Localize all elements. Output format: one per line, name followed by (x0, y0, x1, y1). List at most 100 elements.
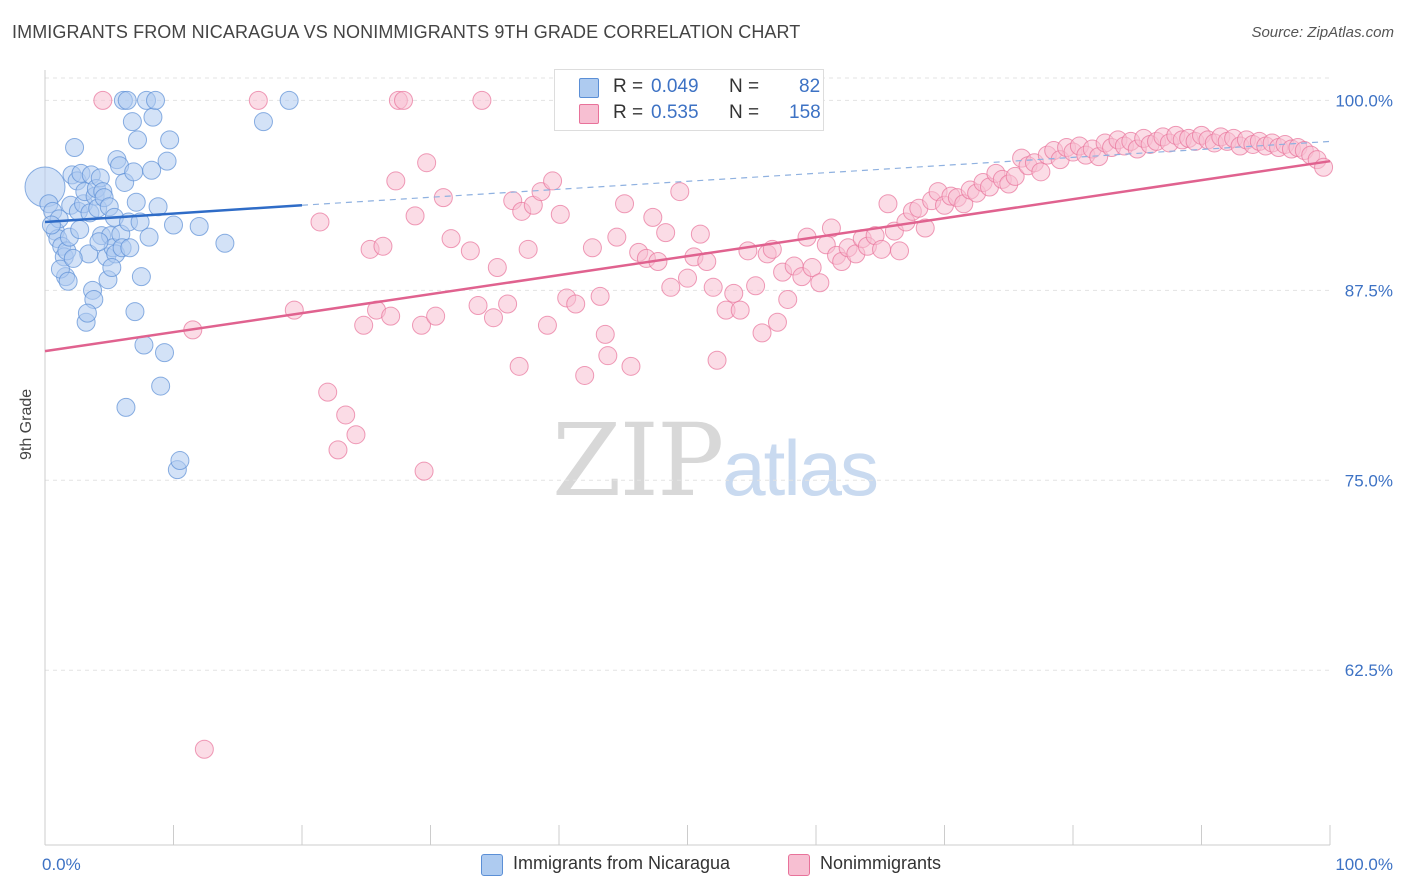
watermark: ZIPatlas (552, 402, 879, 519)
point-nonimmigrants (441, 229, 461, 249)
point-nonimmigrants (566, 294, 586, 314)
point-nonimmigrants (767, 312, 787, 332)
point-immigrants (151, 376, 171, 396)
point-nonimmigrants (724, 283, 744, 303)
point-nonimmigrants (670, 182, 690, 202)
point-nonimmigrants (810, 273, 830, 293)
point-nonimmigrants (678, 268, 697, 288)
point-nonimmigrants (643, 207, 663, 227)
point-nonimmigrants (328, 440, 348, 460)
point-nonimmigrants (543, 171, 563, 191)
bottom-legend-swatch-blue (481, 854, 503, 876)
point-nonimmigrants (707, 350, 727, 370)
point-nonimmigrants (703, 277, 723, 297)
point-nonimmigrants (417, 153, 437, 173)
point-immigrants (189, 217, 209, 237)
point-nonimmigrants (460, 241, 480, 261)
point-nonimmigrants (318, 382, 338, 402)
point-nonimmigrants (412, 315, 432, 335)
point-nonimmigrants (336, 405, 356, 425)
legend-swatch-pink (579, 104, 599, 124)
point-nonimmigrants (915, 218, 935, 238)
point-immigrants (122, 112, 142, 132)
point-nonimmigrants (433, 188, 453, 208)
point-nonimmigrants (752, 323, 772, 343)
point-immigrants (70, 220, 90, 240)
point-immigrants (41, 215, 61, 235)
point-nonimmigrants (690, 224, 710, 244)
bottom-legend-label: Immigrants from Nicaragua (513, 853, 731, 873)
correlation-legend: R = 0.049 N = 82 R = 0.535 N = 158 (554, 69, 824, 131)
point-immigrants (143, 107, 163, 127)
point-nonimmigrants (472, 90, 492, 110)
point-immigrants (146, 90, 166, 110)
point-nonimmigrants (821, 218, 841, 238)
legend-n-label: N = (729, 76, 760, 97)
legend-r-value: 0.049 (651, 76, 699, 97)
point-immigrants (160, 130, 180, 150)
point-nonimmigrants (778, 289, 798, 309)
point-nonimmigrants (746, 276, 766, 296)
bottom-legend-swatch-pink (788, 854, 810, 876)
point-nonimmigrants (405, 206, 425, 226)
point-nonimmigrants (248, 90, 268, 110)
y-tick-label: 62.5% (1345, 661, 1393, 680)
point-nonimmigrants (498, 294, 518, 314)
point-immigrants (89, 232, 109, 252)
point-nonimmigrants (598, 346, 618, 366)
point-nonimmigrants (656, 223, 676, 243)
point-immigrants (253, 112, 273, 132)
point-nonimmigrants (1031, 162, 1051, 182)
point-nonimmigrants (414, 461, 434, 481)
point-immigrants (157, 151, 177, 171)
point-immigrants (58, 271, 78, 291)
point-immigrants (65, 138, 85, 157)
point-nonimmigrants (730, 300, 750, 320)
point-nonimmigrants (194, 739, 214, 759)
y-axis-label: 9th Grade (18, 388, 35, 460)
point-immigrants (102, 258, 122, 278)
point-immigrants (63, 248, 83, 268)
legend-r-label: R = (613, 76, 644, 97)
point-nonimmigrants (738, 241, 758, 261)
y-tick-label: 100.0% (1335, 91, 1393, 110)
point-nonimmigrants (802, 258, 822, 278)
point-nonimmigrants (310, 212, 330, 232)
point-nonimmigrants (518, 239, 538, 259)
point-nonimmigrants (607, 227, 627, 247)
y-tick-label: 75.0% (1345, 471, 1393, 490)
point-immigrants (130, 212, 150, 232)
point-nonimmigrants (550, 204, 570, 224)
point-immigrants (126, 192, 146, 212)
point-nonimmigrants (661, 277, 681, 297)
point-nonimmigrants (1005, 166, 1025, 186)
point-immigrants (131, 267, 151, 287)
point-nonimmigrants (381, 306, 401, 326)
legend-r-value: 0.535 (651, 102, 699, 123)
point-nonimmigrants (872, 239, 892, 259)
trend-line-immigrants-extension (301, 140, 1331, 206)
watermark-zip: ZIP (552, 402, 724, 519)
point-immigrants (164, 215, 183, 235)
point-immigrants (215, 233, 235, 253)
point-immigrants (120, 238, 140, 258)
point-immigrants (125, 302, 145, 322)
point-nonimmigrants (621, 356, 641, 376)
legend-n-value: 158 (789, 102, 821, 123)
point-immigrants (170, 451, 190, 471)
point-nonimmigrants (890, 241, 910, 261)
point-nonimmigrants (468, 296, 488, 316)
legend-r-label: R = (613, 102, 644, 123)
point-nonimmigrants (394, 90, 414, 110)
point-nonimmigrants (878, 194, 898, 214)
point-immigrants (155, 343, 175, 363)
point-immigrants (124, 162, 144, 182)
point-nonimmigrants (595, 324, 615, 344)
source-label: Source: ZipAtlas.com (1251, 24, 1394, 41)
point-immigrants (77, 303, 97, 323)
legend-n-label: N = (729, 102, 760, 123)
point-nonimmigrants (483, 308, 503, 328)
point-nonimmigrants (93, 90, 113, 110)
point-immigrants (139, 227, 159, 247)
